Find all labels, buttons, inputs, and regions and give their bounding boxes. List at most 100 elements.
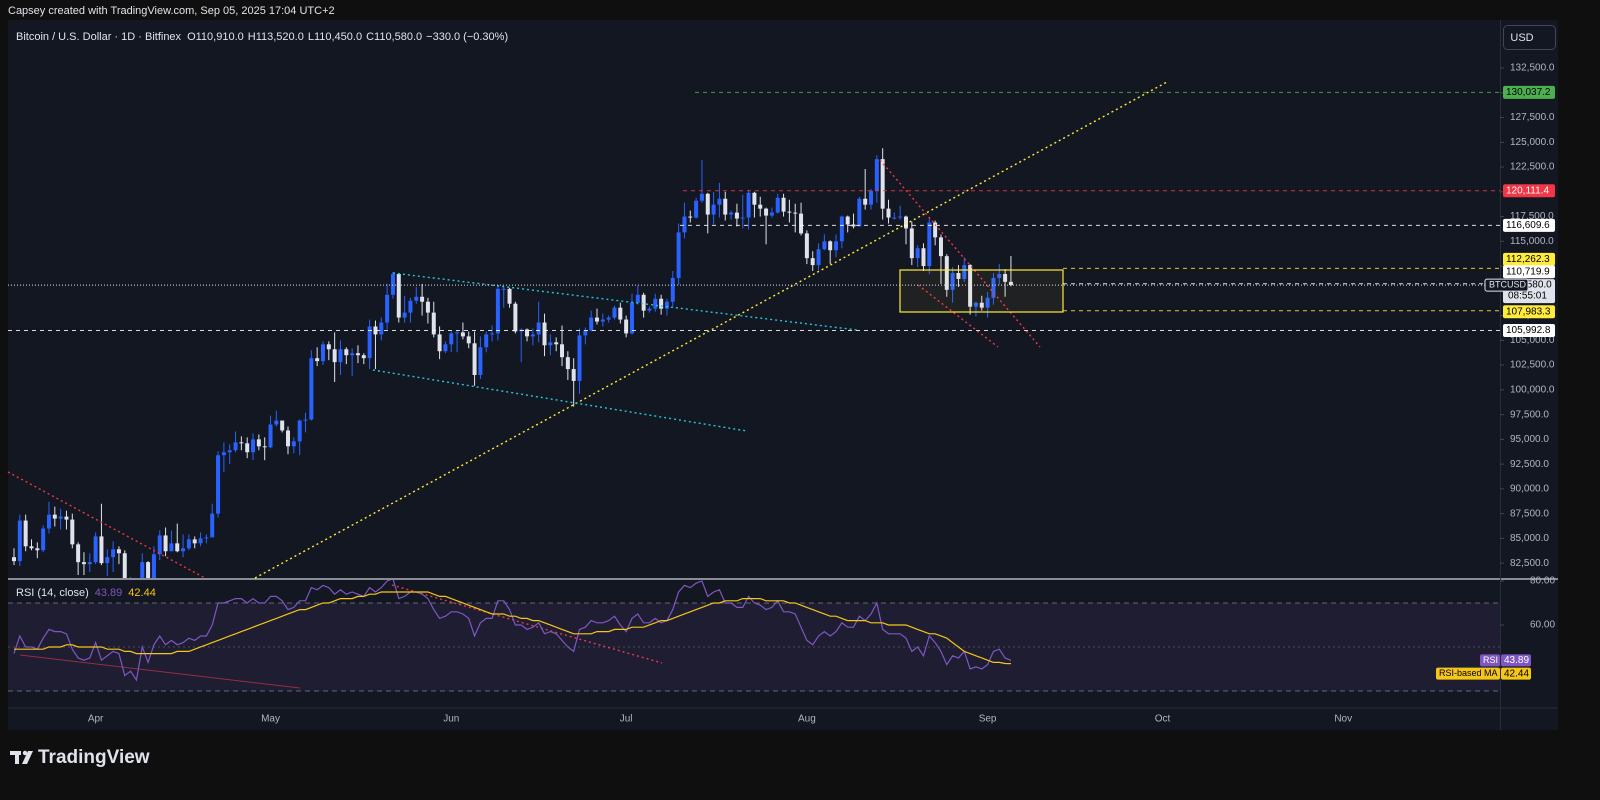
price-tick-label: 95,000.0 bbox=[1510, 434, 1549, 445]
currency-button[interactable] bbox=[1503, 25, 1556, 50]
x-tick-label: Sep bbox=[979, 714, 997, 725]
candle-body bbox=[781, 197, 786, 212]
price-tick-label: 122,500.0 bbox=[1510, 162, 1555, 173]
candle-body bbox=[93, 536, 98, 563]
candle-body bbox=[560, 344, 565, 358]
candle-body bbox=[198, 538, 203, 544]
candle-body bbox=[449, 333, 454, 345]
candle-body bbox=[729, 212, 734, 215]
price-tick-label: 85,000.0 bbox=[1510, 533, 1549, 544]
price-tick-label: 117,500.0 bbox=[1510, 211, 1554, 222]
price-tick-label: 90,000.0 bbox=[1510, 484, 1549, 495]
candle-body bbox=[169, 543, 174, 552]
candle-body bbox=[542, 322, 547, 346]
candle-body bbox=[892, 217, 897, 219]
x-tick-label: May bbox=[261, 714, 280, 725]
symbol-legend: Bitcoin / U.S. Dollar · 1D · Bitfinex O11… bbox=[16, 31, 508, 43]
candle-body bbox=[699, 193, 704, 201]
candle-body bbox=[390, 273, 395, 295]
candle-body bbox=[431, 312, 436, 335]
price-tick-label: 115,000.0 bbox=[1510, 236, 1554, 247]
candle-body bbox=[297, 420, 302, 442]
candle-body bbox=[536, 322, 541, 335]
candle-body bbox=[799, 213, 804, 234]
candle-body bbox=[577, 335, 582, 381]
legend-low: L110,450.0 bbox=[308, 31, 362, 43]
candle-body bbox=[571, 369, 576, 381]
candle-body bbox=[525, 329, 530, 337]
candle-body bbox=[595, 317, 599, 322]
rsi-tick-label: 60.00 bbox=[1530, 620, 1555, 631]
candle-body bbox=[379, 322, 384, 335]
x-tick-label: Jun bbox=[443, 714, 459, 725]
currency-label[interactable]: USD bbox=[1510, 32, 1533, 44]
rsi-ma-line bbox=[14, 591, 1011, 665]
logo-shape bbox=[22, 751, 33, 764]
price-level-label: 120,111.4 bbox=[1506, 185, 1549, 196]
x-tick-label: Aug bbox=[798, 714, 816, 725]
candle-body bbox=[548, 342, 553, 346]
candle-body bbox=[361, 355, 366, 359]
price-level-label: 105,992.8 bbox=[1506, 325, 1551, 336]
brand-logo bbox=[10, 750, 33, 764]
candle-body bbox=[659, 298, 664, 309]
candle-body bbox=[425, 301, 430, 313]
candle-body bbox=[793, 212, 798, 214]
candle-body bbox=[76, 544, 81, 563]
drawings bbox=[7, 81, 1168, 689]
candle-body bbox=[455, 332, 460, 334]
candle-body bbox=[355, 353, 360, 356]
candle-body bbox=[752, 192, 757, 205]
candle-body bbox=[682, 216, 687, 233]
price-level-badge bbox=[1503, 218, 1555, 232]
candle-body bbox=[122, 553, 127, 578]
candle-body bbox=[268, 424, 273, 448]
candle-body bbox=[635, 294, 640, 303]
candle-body bbox=[338, 349, 343, 363]
candle-body bbox=[437, 334, 442, 352]
candle-body bbox=[99, 536, 104, 564]
candle-body bbox=[740, 217, 745, 219]
candle-body bbox=[513, 303, 518, 332]
legend-change: −330.0 (−0.30%) bbox=[426, 31, 508, 43]
candle-body bbox=[746, 192, 751, 218]
candle-body bbox=[484, 334, 489, 348]
candle-body bbox=[478, 347, 483, 376]
candle-body bbox=[723, 198, 728, 215]
candle-body bbox=[624, 319, 629, 334]
price-tick-label: 82,500.0 bbox=[1510, 558, 1549, 569]
price-tick-label: 97,500.0 bbox=[1510, 409, 1549, 420]
candle-body bbox=[997, 273, 1002, 278]
price-tick-label: 105,000.0 bbox=[1510, 335, 1555, 346]
candle-body bbox=[105, 557, 110, 564]
candle-body bbox=[804, 233, 809, 259]
candle-body bbox=[554, 342, 559, 345]
candle-body bbox=[46, 514, 51, 529]
candle-body bbox=[670, 277, 675, 302]
candle-body bbox=[834, 241, 839, 251]
candle-body bbox=[769, 212, 774, 216]
rsi-trend-line bbox=[391, 584, 663, 664]
price-level-badge bbox=[1503, 85, 1555, 99]
rsi-legend-value: 43.89 bbox=[95, 587, 123, 599]
candle-body bbox=[350, 353, 355, 356]
candle-body bbox=[420, 296, 425, 302]
candle-body bbox=[186, 539, 191, 549]
candle-body bbox=[880, 159, 885, 209]
candle-body bbox=[52, 514, 57, 519]
price-level-badge bbox=[1503, 184, 1555, 198]
candle-body bbox=[688, 216, 693, 218]
candle-body bbox=[309, 358, 314, 420]
candle-body bbox=[274, 420, 279, 425]
rsi-ma-legend-value: 42.44 bbox=[128, 587, 156, 599]
candle-body bbox=[810, 258, 815, 266]
candle-body bbox=[991, 277, 996, 298]
candle-body bbox=[828, 241, 833, 251]
rsi-name-badge bbox=[1436, 667, 1500, 680]
candle-body bbox=[1003, 273, 1008, 282]
candle-body bbox=[647, 308, 652, 311]
price-tick-label: 92,500.0 bbox=[1510, 459, 1549, 470]
credit: Capsey created with TradingView.com, Sep… bbox=[8, 5, 335, 17]
candle-body bbox=[938, 237, 943, 257]
